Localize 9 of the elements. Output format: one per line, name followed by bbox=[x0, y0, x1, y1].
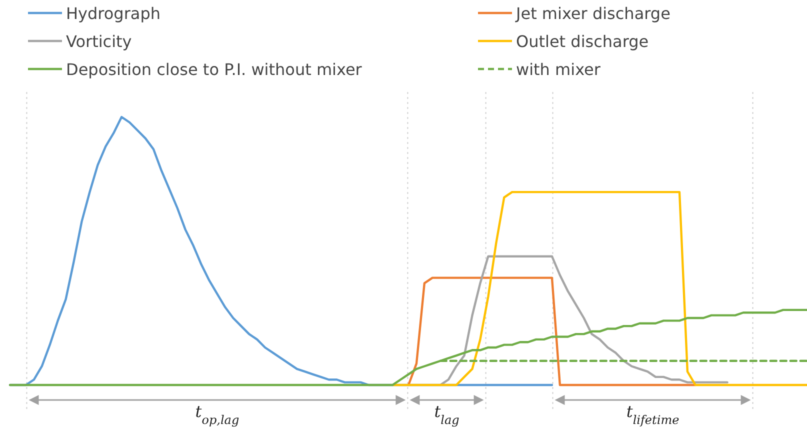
legend-label: Outlet discharge bbox=[516, 32, 649, 51]
legend-label: with mixer bbox=[516, 60, 601, 79]
text: t$_{op,lag}$ bbox=[195, 402, 240, 427]
legend-label: Deposition close to P.I. without mixer bbox=[66, 60, 362, 79]
legend-label: Jet mixer discharge bbox=[515, 4, 670, 23]
text: t$_{lag}$ bbox=[434, 402, 460, 427]
legend-label: Vorticity bbox=[66, 32, 132, 51]
legend-label: Hydrograph bbox=[66, 4, 161, 23]
text: t$_{lifetime}$ bbox=[626, 402, 680, 427]
